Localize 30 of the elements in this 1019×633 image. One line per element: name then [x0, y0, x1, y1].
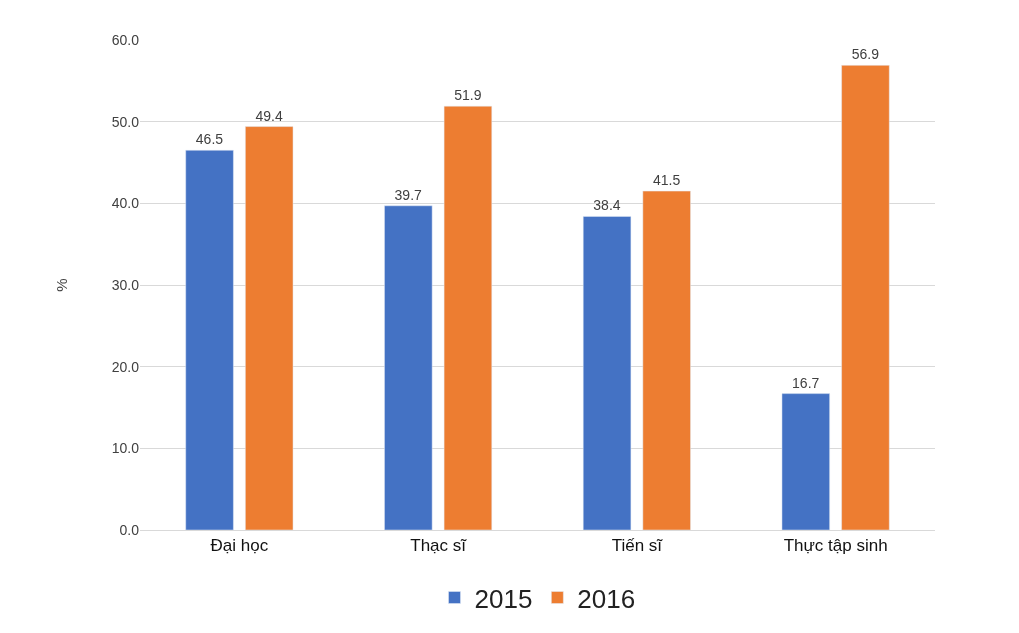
x-tick-label: Đại học — [210, 536, 269, 556]
y-tick-label: 10.0 — [111, 440, 140, 457]
data-label: 41.5 — [652, 172, 681, 189]
y-axis-title: % — [53, 278, 70, 292]
data-label: 56.9 — [851, 46, 880, 63]
bar — [443, 105, 493, 530]
x-tick-label: Thực tập sinh — [783, 536, 888, 556]
x-tick-label: Thạc sĩ — [410, 536, 468, 556]
legend-label: 2015 — [474, 583, 533, 614]
data-label: 49.4 — [255, 107, 283, 124]
y-tick-label: 20.0 — [111, 358, 140, 375]
bar — [245, 126, 294, 530]
y-tick-label: 50.0 — [111, 113, 140, 130]
data-label: 38.4 — [593, 197, 621, 214]
data-label: 46.5 — [195, 131, 224, 148]
bar — [582, 216, 632, 530]
data-label: 51.9 — [454, 87, 482, 104]
data-label: 16.7 — [792, 374, 820, 391]
data-label: 39.7 — [394, 186, 423, 203]
y-tick-label: 40.0 — [111, 195, 140, 212]
x-tick-label: Tiến sĩ — [611, 536, 664, 556]
y-tick-label: 0.0 — [119, 521, 140, 538]
bar — [384, 205, 433, 530]
bar — [185, 150, 234, 530]
legend-label: 2016 — [577, 583, 636, 614]
y-tick-label: 30.0 — [111, 276, 140, 293]
bar — [642, 190, 691, 530]
bar — [781, 393, 830, 530]
bar — [841, 65, 890, 530]
y-tick-label: 60.0 — [111, 31, 140, 48]
